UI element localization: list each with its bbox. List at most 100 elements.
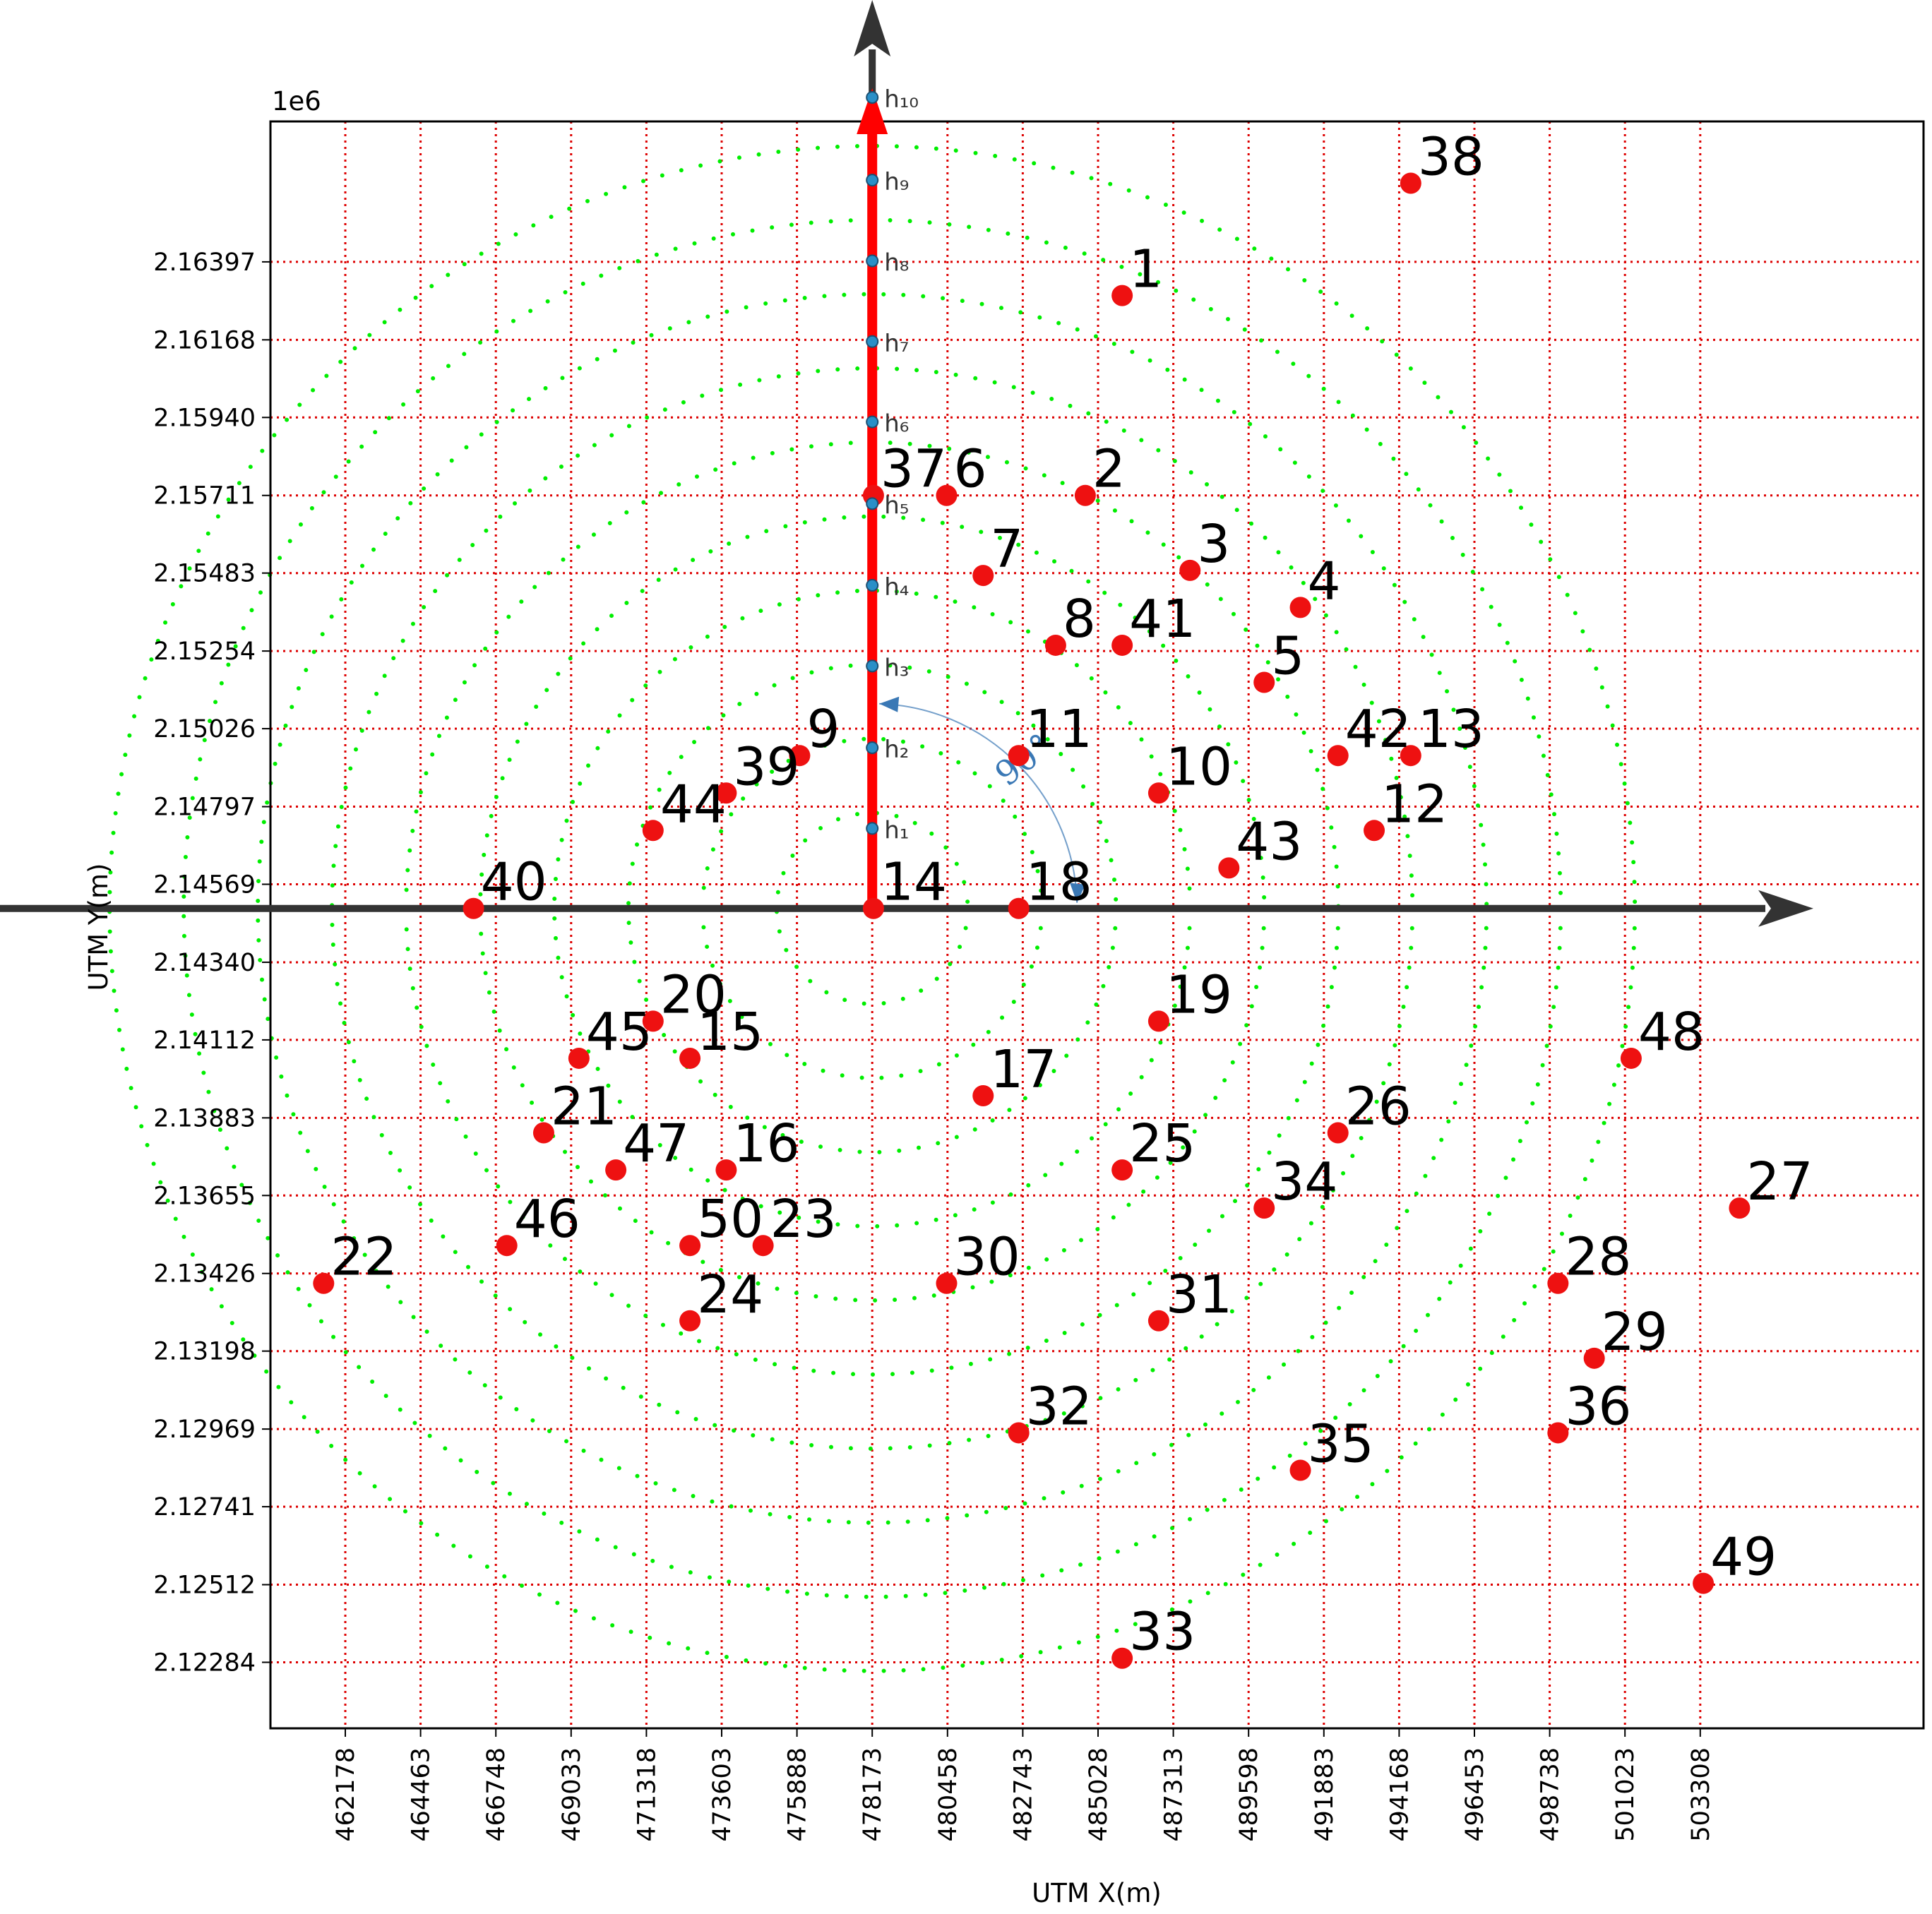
data-point-label: 3: [1197, 514, 1230, 575]
data-point-label: 48: [1638, 1002, 1705, 1063]
x-tick-label: 469033: [558, 1747, 586, 1842]
y-tick-label: 2.14112: [153, 1027, 256, 1055]
data-point: [1179, 559, 1201, 581]
data-point: [1253, 1197, 1275, 1219]
data-point-label: 29: [1602, 1302, 1668, 1363]
data-point-label: 26: [1345, 1077, 1412, 1137]
data-point-label: 15: [697, 1002, 763, 1063]
heading-marker-label: h₆: [884, 410, 909, 438]
x-axis-ticks: 462178 464463 466748 469033 471318 473603 4758…: [332, 1728, 1715, 1842]
data-point-label: 8: [1063, 589, 1096, 650]
data-point: [1008, 1422, 1030, 1444]
data-point: [1147, 782, 1169, 804]
plot-frame: [269, 120, 1925, 1730]
heading-arrow-head: [857, 88, 888, 134]
data-point-label: 45: [586, 1002, 652, 1063]
x-tick-label: 475888: [784, 1747, 812, 1842]
data-point-label: 35: [1308, 1413, 1374, 1474]
heading-marker-label: h₂: [884, 736, 909, 764]
x-tick-label: 491883: [1311, 1747, 1339, 1842]
data-point: [532, 1122, 554, 1144]
angle-arrow-head-right: [1070, 883, 1086, 903]
data-point: [679, 1310, 701, 1332]
data-point-label: 14: [881, 852, 947, 913]
y-tick-label: 2.12969: [153, 1416, 256, 1444]
x-tick-label: 482743: [1009, 1747, 1037, 1842]
data-point: [496, 1235, 518, 1257]
data-point: [1008, 897, 1030, 919]
data-point-label: 41: [1129, 589, 1195, 650]
heading-marker: [866, 254, 879, 268]
heading-marker-label: h₅: [884, 491, 909, 520]
heading-marker: [866, 415, 879, 429]
heading-marker: [866, 90, 879, 104]
data-point-label: 22: [330, 1227, 397, 1288]
data-point: [1111, 1159, 1133, 1181]
data-point-label: 24: [697, 1264, 763, 1325]
y-tick-label: 2.12284: [153, 1649, 256, 1677]
data-point-label: 27: [1746, 1152, 1813, 1212]
data-point-label: 33: [1129, 1602, 1195, 1663]
y-tick-label: 2.15254: [153, 638, 256, 666]
y-tick-label: 2.16168: [153, 326, 256, 354]
data-point: [862, 897, 884, 919]
data-point-label: 43: [1236, 811, 1302, 872]
x-tick-label: 471318: [633, 1747, 661, 1842]
y-tick-label: 2.16397: [153, 249, 256, 277]
x-tick-label: 480458: [934, 1747, 962, 1842]
y-tick-label: 2.15711: [153, 482, 256, 510]
data-point-label: 2: [1092, 439, 1126, 500]
y-tick-label: 2.15940: [153, 404, 256, 432]
x-tick-label: 462178: [332, 1747, 360, 1842]
data-point: [1008, 745, 1030, 767]
data-point: [1583, 1347, 1605, 1369]
x-tick-label: 503308: [1687, 1747, 1715, 1842]
data-point-label: 9: [806, 699, 840, 760]
data-point: [605, 1159, 627, 1181]
x-tick-label: 473603: [708, 1747, 737, 1842]
heading-marker-label: h₉: [884, 168, 909, 196]
angle-arrow-head-top: [879, 696, 900, 712]
heading-marker: [866, 659, 879, 673]
data-point-label: 31: [1166, 1264, 1232, 1325]
data-point: [1111, 1647, 1133, 1669]
data-point: [1147, 1010, 1169, 1032]
data-point: [936, 484, 958, 506]
data-point-label: 40: [481, 852, 547, 913]
data-point: [1218, 857, 1240, 879]
data-point-label: 46: [514, 1189, 580, 1250]
data-point: [642, 820, 664, 842]
data-point-label: 18: [1026, 852, 1092, 913]
data-point: [313, 1272, 335, 1294]
x-tick-label: 489598: [1235, 1747, 1263, 1842]
data-point: [1729, 1197, 1751, 1219]
data-point: [1253, 671, 1275, 693]
data-point-label: 19: [1166, 964, 1232, 1025]
data-point-label: 39: [733, 736, 799, 797]
data-point-label: 25: [1129, 1113, 1195, 1174]
y-tick-label: 2.12741: [153, 1493, 256, 1521]
y-axis-ticks: 2.16397 2.16168 2.15940 2.15711 2.15483 2.152…: [153, 249, 270, 1677]
data-point: [1147, 1310, 1169, 1332]
data-point: [1693, 1572, 1715, 1594]
data-point: [1289, 1459, 1311, 1481]
x-tick-label: 485028: [1085, 1747, 1113, 1842]
data-point: [1364, 820, 1385, 842]
data-point: [1044, 634, 1066, 656]
data-point-label: 6: [953, 439, 986, 500]
x-tick-label: 494168: [1385, 1747, 1414, 1842]
x-axis-title: UTM X(m): [1032, 1878, 1162, 1908]
data-point-label: 38: [1418, 126, 1484, 187]
data-point-label: 36: [1565, 1376, 1631, 1437]
x-tick-label: 466748: [482, 1747, 511, 1842]
data-point: [1111, 285, 1133, 306]
data-point: [752, 1235, 774, 1257]
data-point: [679, 1235, 701, 1257]
heading-marker-label: h₄: [884, 573, 909, 602]
y-tick-label: 2.13426: [153, 1260, 256, 1288]
heading-marker: [866, 579, 879, 592]
data-point: [1400, 745, 1421, 767]
data-point: [1074, 484, 1096, 506]
data-point: [1111, 634, 1133, 656]
